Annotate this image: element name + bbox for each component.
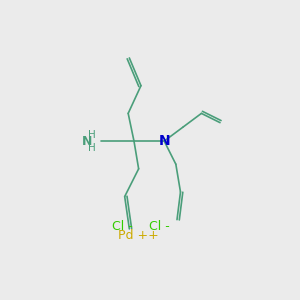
Text: Pd ++: Pd ++ <box>118 229 159 242</box>
Text: Cl -: Cl - <box>112 220 133 233</box>
Text: N: N <box>82 135 93 148</box>
Text: H: H <box>88 130 96 140</box>
Text: N: N <box>158 134 170 148</box>
Text: Cl -: Cl - <box>149 220 170 233</box>
Text: H: H <box>88 143 96 153</box>
